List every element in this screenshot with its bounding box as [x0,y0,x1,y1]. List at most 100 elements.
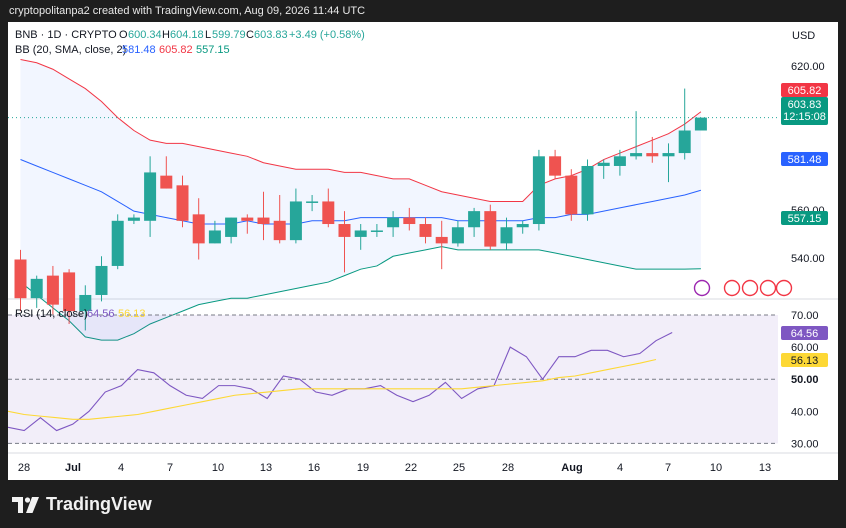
time-tick-label: 4 [617,462,623,474]
rsi-tick-label: 50.00 [791,374,819,386]
candle-body [370,230,383,232]
candle-body [630,153,643,157]
time-tick-label: 4 [118,462,124,474]
time-tick-label: 28 [18,462,30,474]
rsi-ma-badge: 56.13 [781,353,828,367]
price-tick-label: 620.00 [791,61,825,73]
candle-body [144,172,157,221]
time-tick-label: 13 [260,462,272,474]
candle-body [387,217,400,228]
rsi-ma-badge-bg [781,353,828,367]
upper-band-badge-text: 605.82 [788,85,822,97]
bb-label[interactable]: BB (20, SMA, close, 2) [15,44,126,56]
time-tick-label: 10 [710,462,722,474]
symbol-label: BNB · 1D · CRYPTO [15,29,117,41]
rsi-ma-badge-text: 56.13 [791,355,819,367]
time-axis[interactable]: 28 Jul 4 7 10 13 16 19 22 25 28 Aug 4 7 10 13 [8,452,838,474]
footer-brand: TradingView [12,494,152,515]
tradingview-logo-icon [12,496,39,513]
rsi-label[interactable]: RSI (14, close) [15,308,88,320]
candle-body [581,165,594,215]
candle-body [46,275,59,305]
candle-body [500,227,513,244]
candle-body [451,227,464,244]
lower-band-badge-bg [781,211,828,225]
change-value: +3.49 (+0.58%) [289,29,365,41]
time-tick-label: 16 [308,462,320,474]
header-watermark: cryptopolitanpa2 created with TradingVie… [9,5,366,17]
basis-badge: 581.48 [781,152,828,166]
open-value: 600.34 [128,29,162,41]
time-tick-label: Jul [65,462,81,474]
high-value: 604.18 [170,29,204,41]
candle-body [306,201,319,203]
candle-body [597,162,610,166]
candle-body [30,278,43,299]
rsi-tick-label: 40.00 [791,406,819,418]
rsi-badge-text: 64.56 [791,328,819,340]
close-value: 603.83 [254,29,288,41]
time-tick-label: 7 [665,462,671,474]
bb-basis-value: 581.48 [122,44,156,56]
time-tick-label: 10 [212,462,224,474]
time-tick-label: 19 [357,462,369,474]
candle-body [79,294,92,312]
rsi-ma-line [7,358,657,420]
candle-body [419,224,432,237]
candle-body [678,130,691,154]
brand-text: TradingView [46,494,152,514]
chart-svg[interactable]: BNB · 1D · CRYPTO O 600.34 H 604.18 L 59… [7,22,838,480]
candle-body [127,217,140,221]
candle-body [565,175,578,215]
rsi-line [7,331,673,432]
candle-body [468,211,481,228]
candle-body [192,214,205,244]
bb-lower-line [20,246,701,341]
price-tick-label: 540.00 [791,253,825,265]
time-tick-label: 13 [759,462,771,474]
lower-band-badge-text: 557.15 [788,213,822,225]
candle-body [694,117,707,131]
candle-body [646,153,659,157]
basis-badge-bg [781,152,828,166]
candle-body [613,156,626,166]
candle-body [289,201,302,241]
candle-body [662,153,675,157]
event-flag-icon [741,279,759,297]
event-flag-icon [775,279,793,297]
candle-body [241,217,254,221]
candle-body [516,224,529,228]
time-tick-label: 25 [453,462,465,474]
currency-label[interactable]: USD [792,30,815,42]
close-label: C [246,29,254,41]
candle-body [257,217,270,225]
bb-band-fill [20,59,701,341]
low-value: 599.79 [212,29,246,41]
last-price-badge-text: 603.83 [788,99,822,111]
candle-body [176,185,189,221]
high-label: H [162,29,170,41]
candle-body [484,211,497,247]
time-tick-label: Aug [561,462,582,474]
rsi-tick-label: 60.00 [791,342,819,354]
time-tick-label: 7 [167,462,173,474]
candle-body [14,259,27,299]
candle-body [111,220,124,266]
time-tick-label: 22 [405,462,417,474]
candle-body [322,201,335,225]
candle-body [95,265,108,295]
candle-body [354,230,367,237]
upper-band-badge: 605.82 [781,83,828,97]
bb-lower-value: 557.15 [196,44,230,56]
rsi-tick-label: 30.00 [791,438,819,450]
chart-panel[interactable]: BNB · 1D · CRYPTO O 600.34 H 604.18 L 59… [7,22,838,480]
low-label: L [205,29,211,41]
time-tick-label: 28 [502,462,514,474]
basis-badge-text: 581.48 [788,154,822,166]
candle-body [225,217,238,237]
rsi-pane[interactable]: 70.00 60.00 50.00 40.00 30.00 [7,310,819,450]
candle-body [63,272,76,312]
